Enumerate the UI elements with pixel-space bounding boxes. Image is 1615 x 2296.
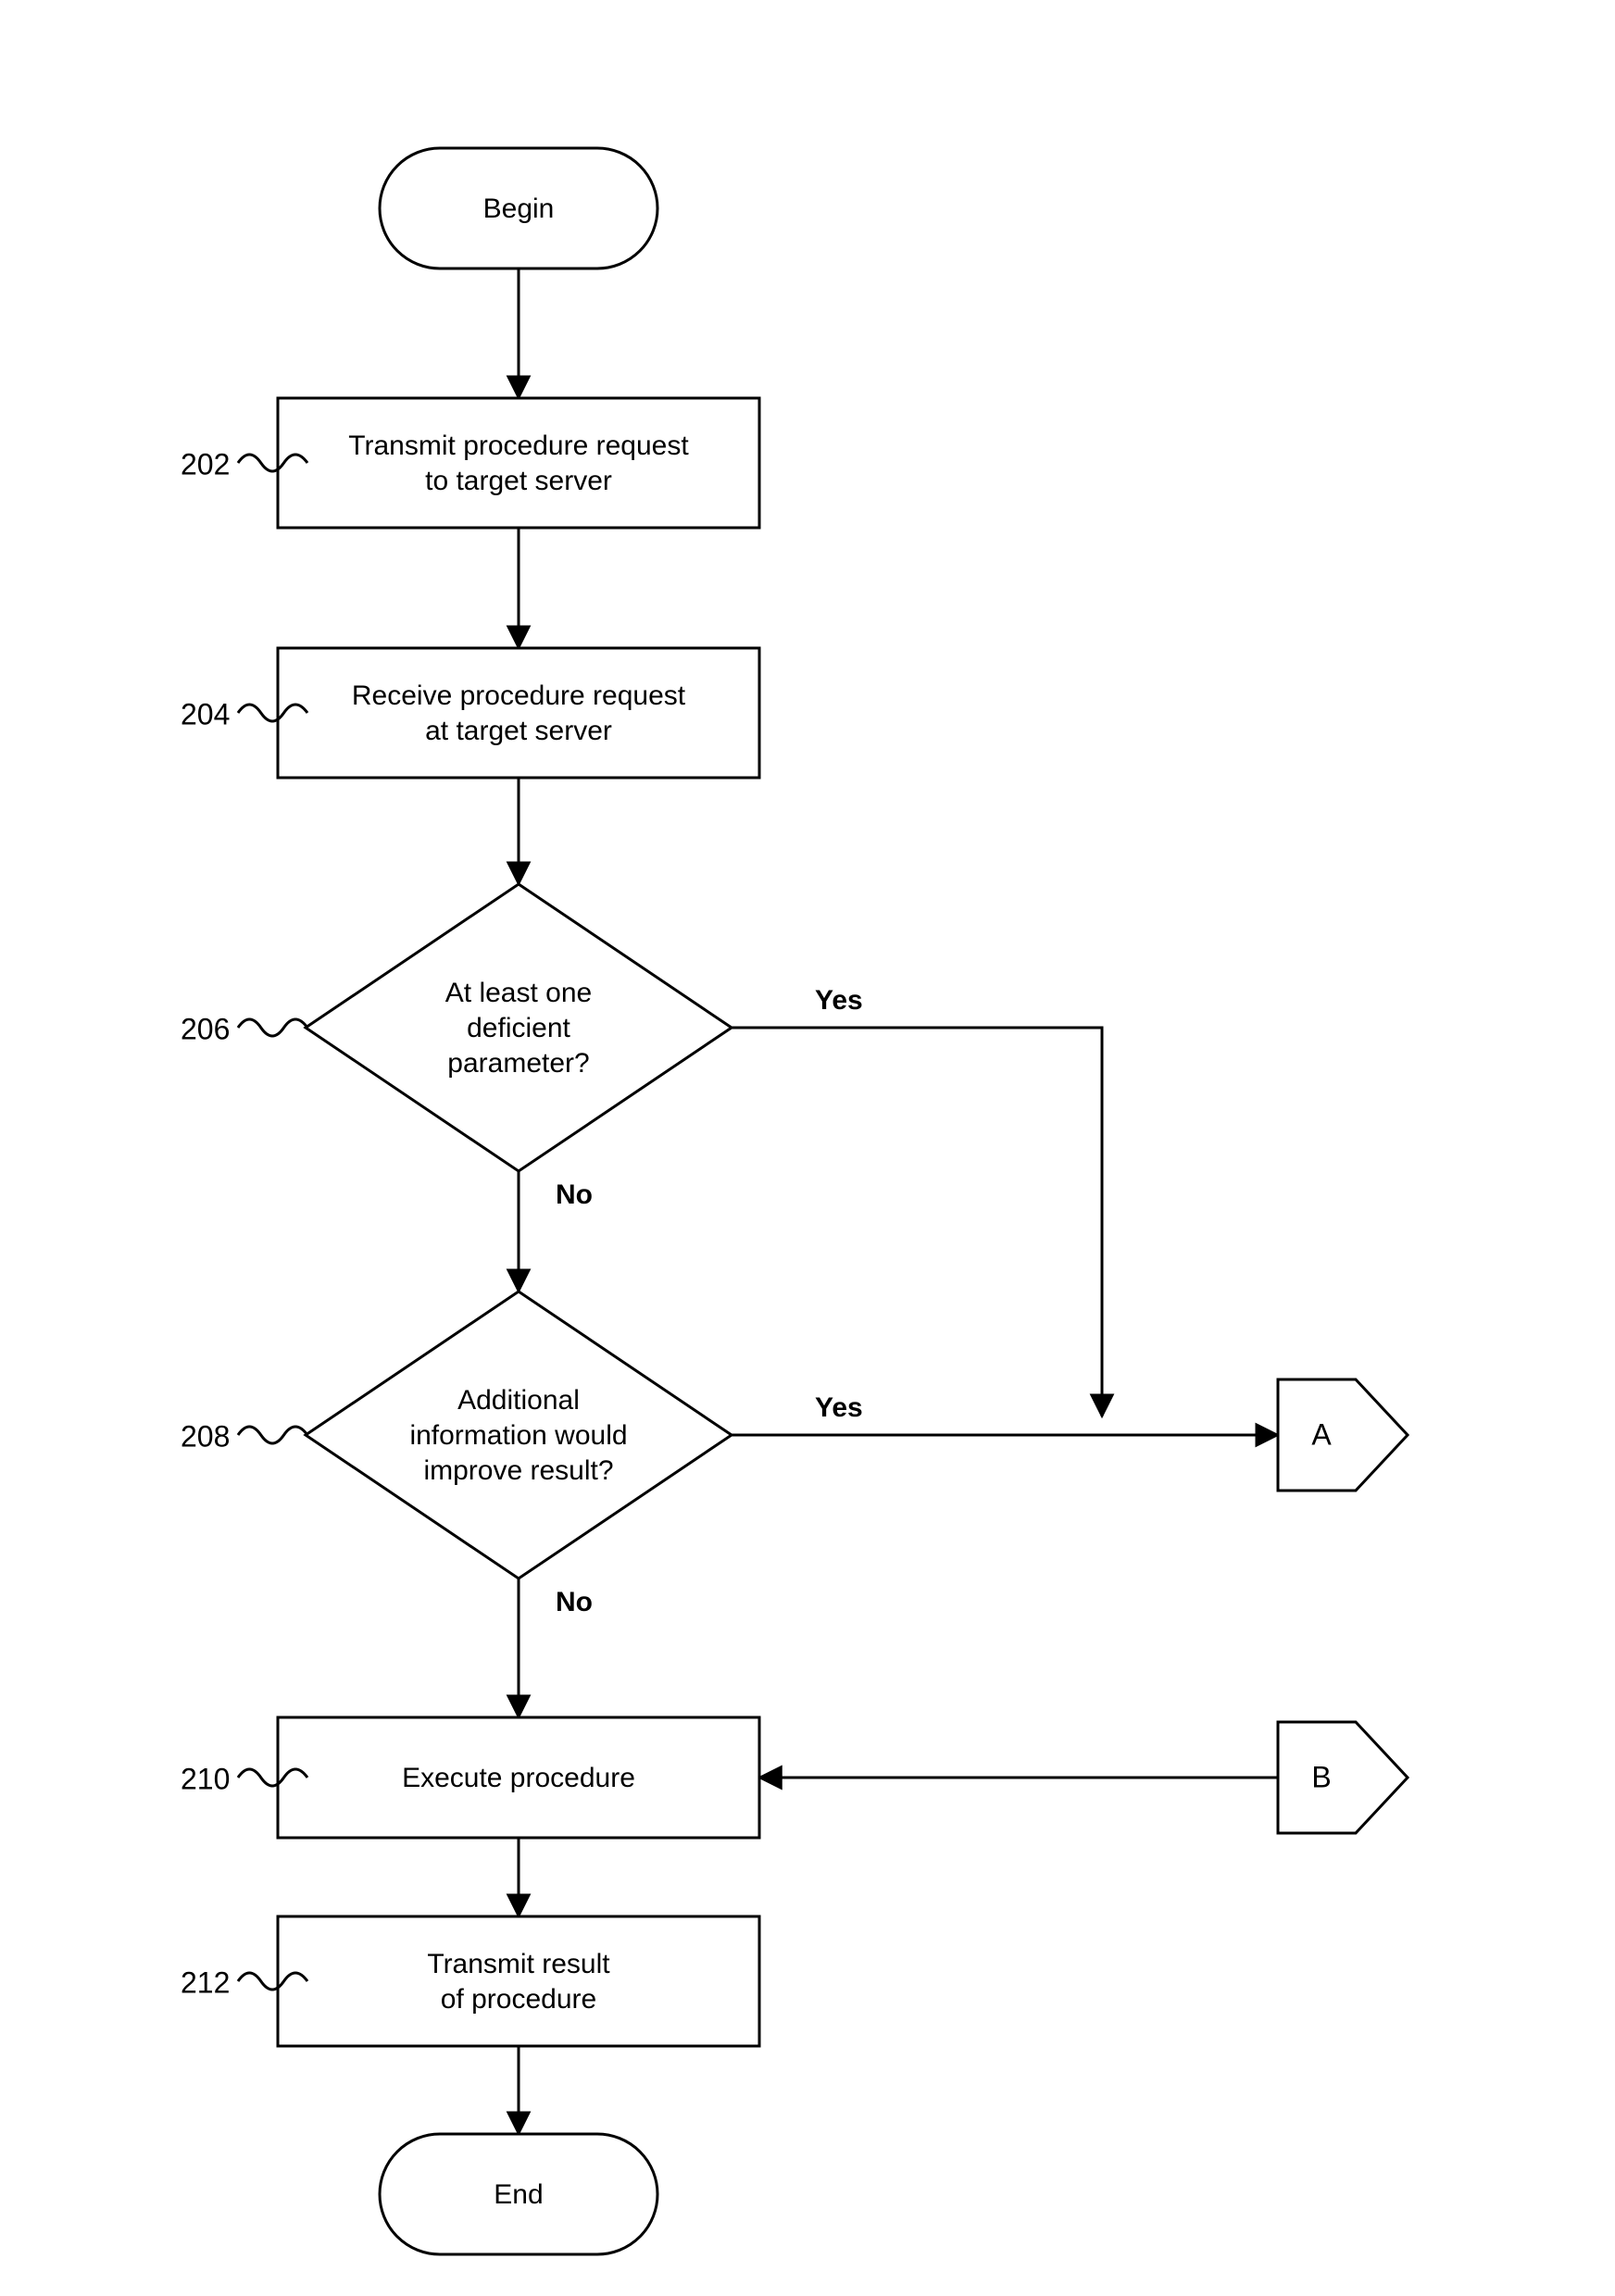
connector-connA — [1278, 1379, 1408, 1491]
node-text-n206-1: deficient — [467, 1013, 570, 1043]
process-n202 — [278, 398, 759, 528]
process-n204 — [278, 648, 759, 778]
connector-label-connA: A — [1311, 1417, 1332, 1451]
ref-squiggle-n206 — [238, 1019, 307, 1036]
node-text-n208-1: information would — [409, 1420, 627, 1451]
ref-number-n202: 202 — [181, 447, 230, 480]
node-text-n202-1: to target server — [425, 466, 612, 496]
edge-label-4: Yes — [815, 985, 863, 1016]
node-text-begin-0: Begin — [483, 193, 555, 224]
node-text-n212-1: of procedure — [441, 1984, 596, 2015]
node-text-n206-2: parameter? — [447, 1048, 589, 1079]
ref-number-n206: 206 — [181, 1012, 230, 1045]
connector-label-connB: B — [1311, 1760, 1331, 1793]
ref-number-n210: 210 — [181, 1762, 230, 1795]
edge-label-3: No — [556, 1179, 593, 1210]
ref-number-n204: 204 — [181, 697, 230, 730]
flowchart-canvas: No Yes Yes No Begin Transmit procedure reques… — [0, 0, 1615, 2296]
node-text-end-0: End — [494, 2179, 543, 2210]
node-text-n210-0: Execute procedure — [402, 1763, 635, 1793]
edge-label-6: No — [556, 1587, 593, 1617]
node-text-n202-0: Transmit procedure request — [348, 430, 689, 461]
edge-4 — [732, 1028, 1102, 1416]
process-n212 — [278, 1916, 759, 2046]
ref-number-n208: 208 — [181, 1419, 230, 1453]
node-text-n204-1: at target server — [425, 716, 612, 746]
node-text-n208-0: Additional — [457, 1385, 580, 1416]
connector-connB — [1278, 1722, 1408, 1833]
node-text-n204-0: Receive procedure request — [352, 680, 686, 711]
ref-number-n212: 212 — [181, 1965, 230, 1999]
edge-label-5: Yes — [815, 1392, 863, 1423]
node-text-n212-0: Transmit result — [427, 1949, 610, 1979]
ref-squiggle-n208 — [238, 1427, 307, 1443]
node-text-n208-2: improve result? — [423, 1455, 613, 1486]
node-text-n206-0: At least one — [445, 978, 592, 1008]
